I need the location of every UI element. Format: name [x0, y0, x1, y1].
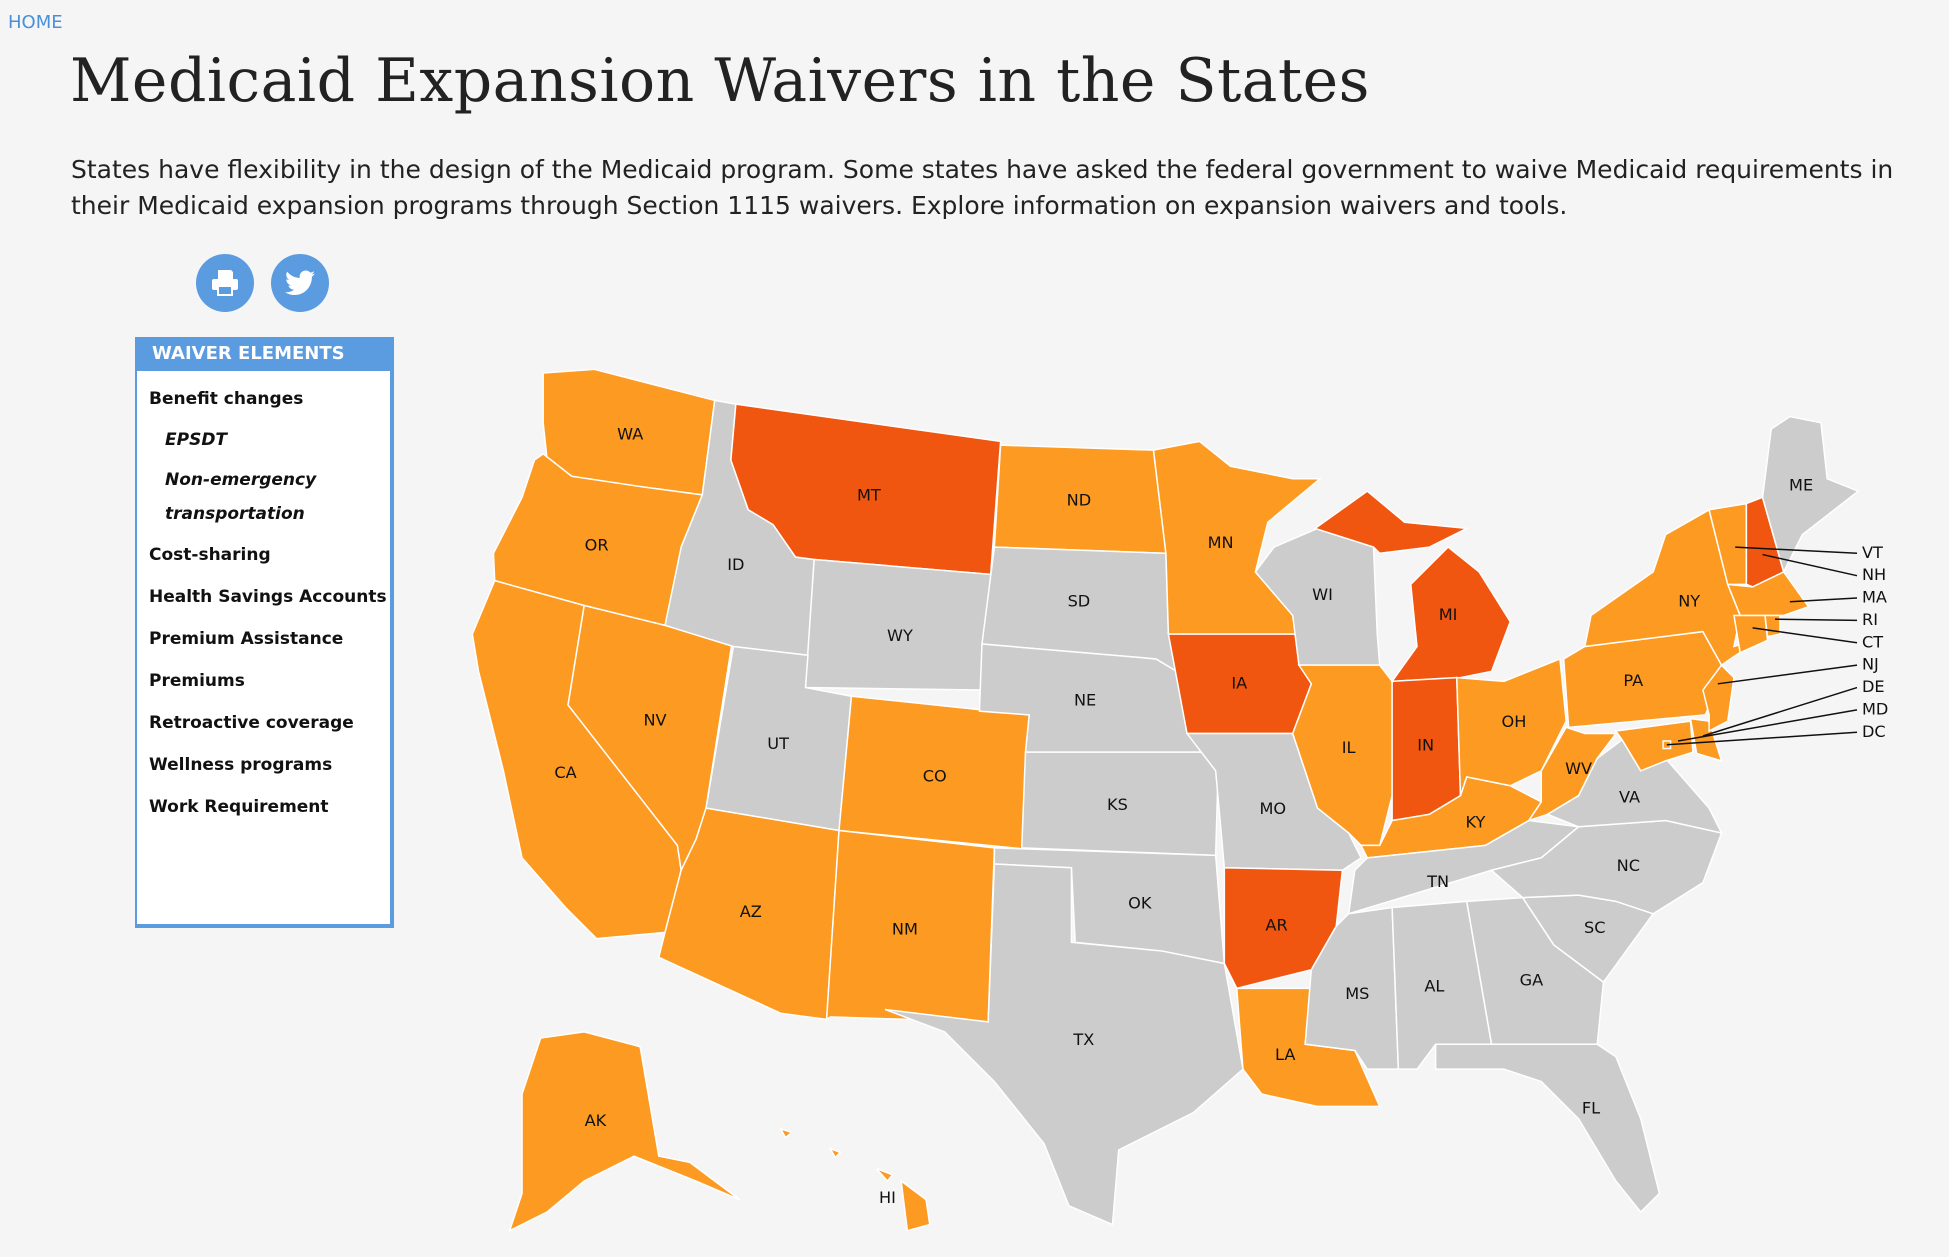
- state-label-dc: DC: [1862, 722, 1886, 741]
- state-label-vt: VT: [1862, 543, 1883, 562]
- intro-text: States have flexibility in the design of…: [71, 155, 1894, 220]
- state-label-nj: NJ: [1862, 655, 1879, 674]
- panel-title: WAIVER ELEMENTS: [137, 337, 390, 371]
- callout-line: [1677, 709, 1858, 742]
- callout-line: [1666, 731, 1858, 746]
- state-label-ri: RI: [1862, 610, 1878, 629]
- waiver-element-item[interactable]: Health Savings Accounts: [149, 587, 387, 607]
- state-co[interactable]: [838, 695, 1030, 850]
- state-label-de: DE: [1862, 677, 1885, 696]
- state-nd[interactable]: [993, 444, 1167, 555]
- state-nm[interactable]: [825, 829, 996, 1023]
- state-ia[interactable]: [1167, 633, 1313, 735]
- state-hi[interactable]: [875, 1167, 894, 1183]
- waiver-element-item[interactable]: Retroactive coverage: [149, 713, 354, 733]
- waiver-elements-panel: WAIVER ELEMENTS Benefit changes EPSDT Non-…: [135, 337, 394, 928]
- state-tx[interactable]: [884, 863, 1244, 1226]
- callout-line: [1717, 664, 1858, 685]
- waiver-element-item[interactable]: Premiums: [149, 671, 245, 691]
- state-ks[interactable]: [1020, 751, 1219, 857]
- callout-line: [1752, 627, 1858, 644]
- state-nc[interactable]: [1490, 819, 1723, 915]
- state-mi[interactable]: [1390, 546, 1512, 683]
- twitter-button[interactable]: [271, 254, 329, 312]
- callout-line: [1702, 686, 1858, 737]
- waiver-element-item[interactable]: Cost-sharing: [149, 545, 271, 565]
- print-button[interactable]: [196, 254, 254, 312]
- waiver-element-item[interactable]: Work Requirement: [149, 797, 329, 817]
- state-mi[interactable]: [1313, 490, 1470, 555]
- waiver-element-item[interactable]: Premium Assistance: [149, 629, 344, 649]
- callout-line: [1735, 546, 1858, 555]
- state-ak[interactable]: [508, 1031, 741, 1233]
- waiver-element-item[interactable]: Benefit changes: [149, 389, 304, 409]
- page-title: Medicaid Expansion Waivers in the States: [70, 46, 1370, 116]
- waiver-element-item[interactable]: Non-emergency transportation: [165, 470, 317, 524]
- state-wi[interactable]: [1254, 527, 1381, 666]
- callout-line: [1762, 553, 1858, 577]
- state-wy[interactable]: [804, 558, 992, 691]
- state-hi[interactable]: [778, 1127, 794, 1139]
- state-label-md: MD: [1862, 699, 1888, 718]
- state-hi[interactable]: [828, 1147, 842, 1159]
- waiver-element-item[interactable]: Wellness programs: [149, 755, 333, 775]
- callout-line: [1789, 597, 1858, 603]
- state-hi[interactable]: [900, 1179, 931, 1232]
- state-label-hi: HI: [879, 1188, 896, 1207]
- home-link[interactable]: HOME: [8, 12, 63, 33]
- state-label-nh: NH: [1862, 565, 1886, 584]
- state-me[interactable]: [1761, 415, 1860, 574]
- waiver-element-item[interactable]: EPSDT: [165, 430, 228, 450]
- callout-line: [1774, 618, 1858, 622]
- state-ct[interactable]: [1733, 614, 1769, 654]
- state-mt[interactable]: [730, 403, 1002, 576]
- waiver-elements-list: Benefit changes EPSDT Non-emergency transp…: [137, 371, 390, 817]
- state-in[interactable]: [1391, 676, 1462, 822]
- print-icon: [212, 270, 238, 296]
- state-label-ma: MA: [1862, 588, 1887, 607]
- state-fl[interactable]: [1434, 1043, 1661, 1214]
- state-mn[interactable]: [1152, 440, 1323, 635]
- state-label-ct: CT: [1862, 632, 1883, 651]
- twitter-icon: [285, 270, 315, 295]
- state-de[interactable]: [1689, 717, 1723, 762]
